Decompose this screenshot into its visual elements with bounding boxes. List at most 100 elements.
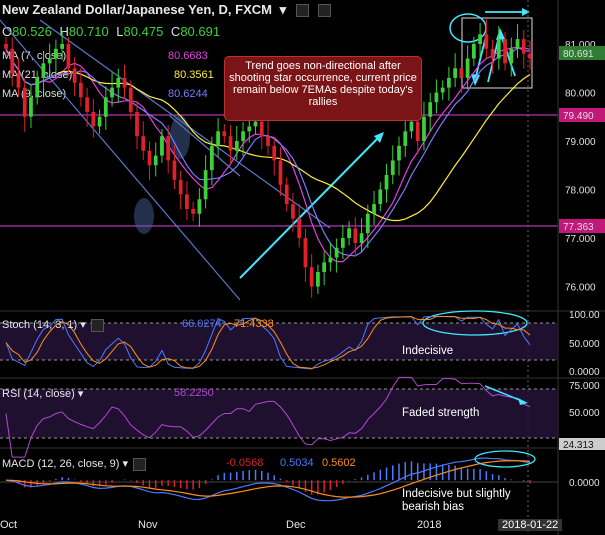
candle-body <box>303 238 308 268</box>
macd-label: MACD (12, 26, close, 9) <box>2 458 120 470</box>
candle-body <box>291 204 295 219</box>
rsi-level-tag <box>559 438 605 450</box>
uptrend-arrow-head <box>374 132 384 143</box>
high-label: H <box>59 24 69 39</box>
candle-body <box>309 267 314 287</box>
candle-body <box>160 136 164 156</box>
ma7-value: 80.6683 <box>168 50 208 62</box>
macd-settings-icon[interactable] <box>133 457 147 471</box>
low-label: L <box>116 24 124 39</box>
stoch-annotation: Indecisive <box>402 345 454 357</box>
candle-body <box>47 58 52 64</box>
candle-body <box>147 150 152 166</box>
chevron-down-icon[interactable]: ▾ <box>279 2 287 17</box>
candle-body <box>234 141 239 151</box>
price-tick-label: 80.000 <box>565 88 596 99</box>
low-value: 80.475 <box>123 24 164 39</box>
rsi-value: 58.2250 <box>174 387 214 399</box>
candle-body <box>60 43 65 49</box>
rsi-band <box>0 389 558 438</box>
close-label: C <box>170 24 181 39</box>
candle-body <box>465 58 470 78</box>
candle-body <box>110 87 114 98</box>
rsi-header[interactable]: RSI (14, close) ▾ 58.2250 <box>2 387 214 400</box>
stoch-header[interactable]: Stoch (14, 3, 1) ▾ 66.0274 71.4338 <box>2 318 274 332</box>
candle-body <box>266 136 270 146</box>
price-axis: 81.000 80.000 79.000 78.000 77.000 76.000 <box>565 40 596 294</box>
open-value: 80.526 <box>12 24 52 39</box>
ma9-value: 80.6244 <box>168 88 208 100</box>
stoch-settings-icon[interactable] <box>90 318 104 332</box>
zigzag-arrow-head-down <box>471 74 480 86</box>
settings-icon[interactable] <box>295 4 309 18</box>
candle-body <box>322 262 327 273</box>
macd-tick-0: 0.0000 <box>569 478 600 489</box>
candle-body <box>4 43 8 49</box>
chevron-down-icon[interactable]: ▾ <box>122 458 128 470</box>
rsi-level-text: 24.313 <box>563 440 594 451</box>
candle-body <box>409 121 414 132</box>
close-icon[interactable] <box>318 4 332 18</box>
candle-body <box>22 87 27 117</box>
uptrend-arrow-line <box>239 137 379 279</box>
candle-body <box>297 218 302 239</box>
candles <box>4 19 532 298</box>
macd-hist-value: -0.0568 <box>226 457 264 469</box>
price-tick-label: 81.000 <box>565 40 596 51</box>
level-high-tag <box>559 108 605 122</box>
candle-body <box>172 160 177 180</box>
candle-body <box>247 126 252 132</box>
candle-body <box>478 34 482 44</box>
candle-body <box>66 43 71 69</box>
candle-body <box>178 179 183 195</box>
candle-body <box>209 145 214 171</box>
chevron-down-icon[interactable]: ▾ <box>77 388 84 400</box>
zigzag-arrow-head-up <box>496 28 505 40</box>
chevron-down-icon[interactable]: ▾ <box>80 319 86 331</box>
candle-body <box>503 39 507 64</box>
candle-body <box>328 257 333 263</box>
candle-body <box>141 136 146 151</box>
macd-signal-value: 0.5602 <box>322 457 356 469</box>
candle-body <box>122 77 127 88</box>
level-low-text: 77.363 <box>563 222 594 233</box>
candle-body <box>440 87 445 93</box>
macd-annotation: Indecisive but slightly bearish bias <box>402 488 511 513</box>
candle-body <box>216 131 220 146</box>
candle-body <box>41 63 46 78</box>
candle-body <box>515 39 520 49</box>
xaxis-label-oct: Oct <box>0 519 18 531</box>
close-value: 80.691 <box>180 24 221 39</box>
candle-body <box>284 184 289 205</box>
xaxis-current-date: 2018-01-22 <box>498 519 563 531</box>
stoch-k-value: 66.0274 <box>182 318 222 330</box>
candle-body <box>484 34 489 49</box>
candle-body <box>228 136 233 151</box>
candle-body <box>16 73 21 88</box>
candle-body <box>29 97 33 117</box>
candle-body <box>185 194 189 209</box>
macd-ellipse <box>474 450 536 468</box>
candle-body <box>259 121 264 137</box>
candle-body <box>334 247 339 258</box>
candle-body <box>278 160 283 185</box>
macd-header[interactable]: MACD (12, 26, close, 9) ▾ -0.0568 0.5034… <box>2 457 356 471</box>
candle-body <box>340 238 345 248</box>
high-highlight-ellipse <box>170 115 190 159</box>
open-label: O <box>2 24 13 39</box>
rsi-annotation: Faded strength <box>402 407 480 419</box>
candle-body <box>272 145 277 161</box>
candle-body <box>490 48 495 59</box>
candle-body <box>103 97 108 117</box>
candle-body <box>35 77 40 98</box>
candle-body <box>521 39 526 54</box>
rsi-line <box>5 376 531 458</box>
chart-title-text: New Zealand Dollar/Japanese Yen, D, FXCM <box>2 2 272 17</box>
candle-body <box>453 68 458 78</box>
channel-upper-line <box>39 19 331 229</box>
candle-body <box>10 48 15 74</box>
xaxis-label-dec: Dec <box>286 519 306 531</box>
low-highlight-ellipse <box>134 198 154 234</box>
